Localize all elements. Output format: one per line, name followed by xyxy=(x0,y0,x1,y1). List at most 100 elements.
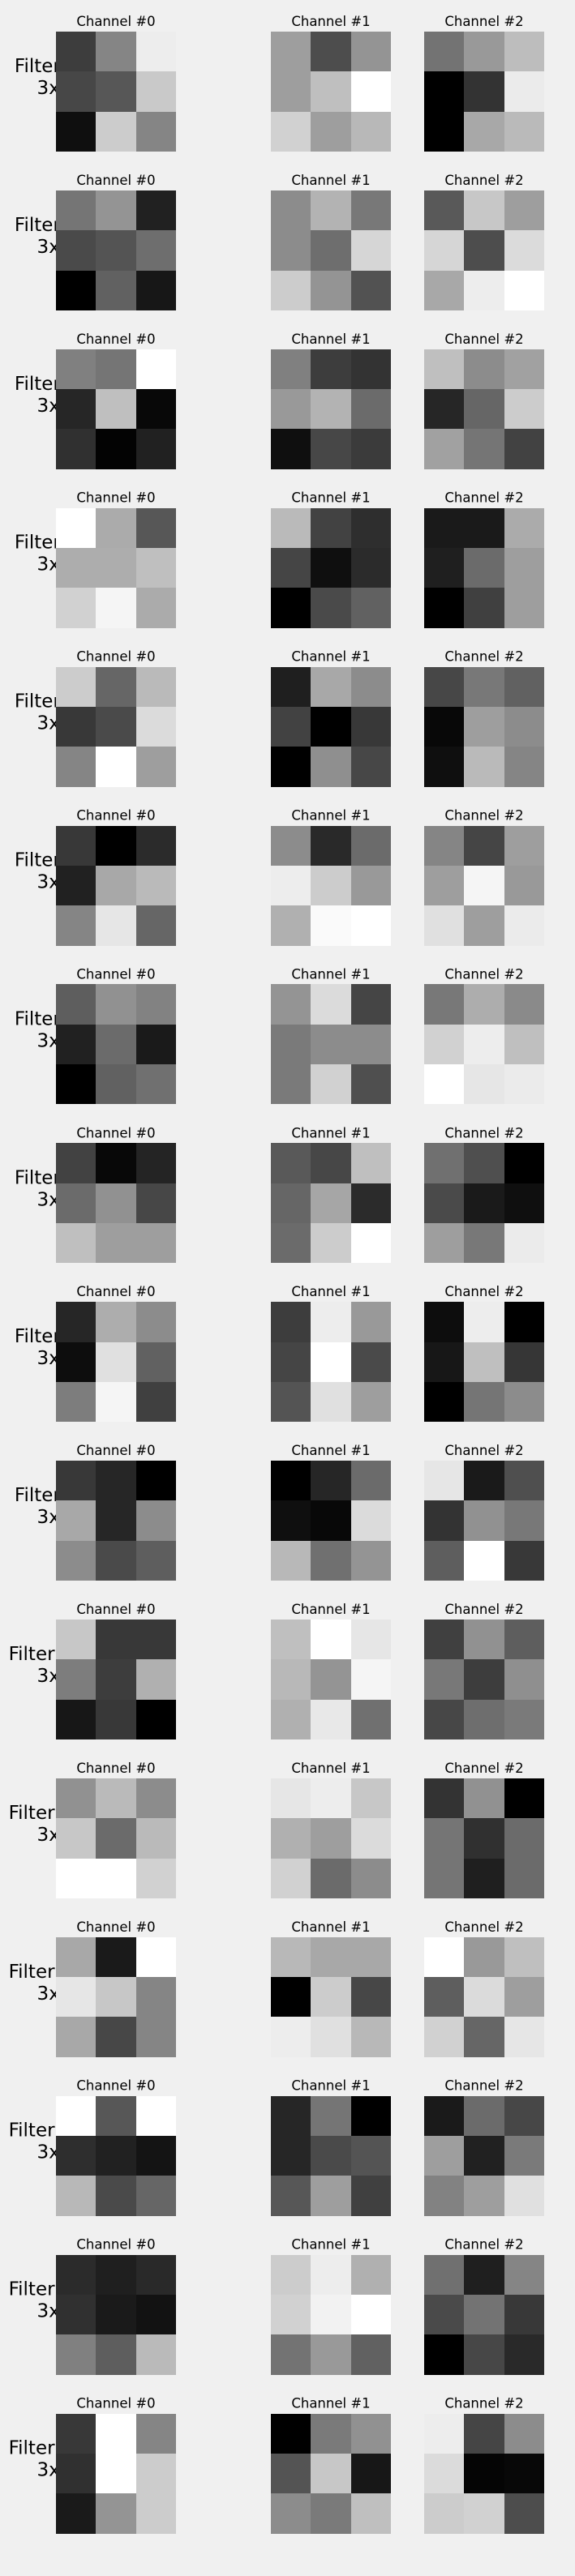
heatmap-cell xyxy=(504,826,544,866)
heatmap-cell xyxy=(271,2454,311,2493)
heatmap-cell xyxy=(56,2176,96,2216)
heatmap-cell xyxy=(504,1500,544,1541)
heatmap-cell xyxy=(504,984,544,1025)
heatmap-cell xyxy=(136,984,176,1025)
heatmap-cell xyxy=(424,1500,464,1541)
heatmap-cell xyxy=(464,1659,504,1700)
heatmap-cell xyxy=(311,1659,351,1700)
heatmap-cell xyxy=(464,1342,504,1382)
channel-panel: Channel #1 xyxy=(271,2396,391,2534)
heatmap-cell xyxy=(136,1382,176,1422)
heatmap-cell xyxy=(311,2334,351,2375)
heatmap-cell xyxy=(424,866,464,905)
heatmap-cell xyxy=(424,2414,464,2454)
heatmap-cell xyxy=(311,1620,351,1659)
heatmap-cell xyxy=(351,349,391,389)
heatmap-cell xyxy=(271,2334,311,2375)
heatmap-cell xyxy=(271,1700,311,1739)
channel-panel: Channel #1 xyxy=(271,14,391,152)
heatmap-cell xyxy=(311,429,351,469)
heatmap-cell xyxy=(271,1143,311,1183)
heatmap-cell xyxy=(351,2295,391,2334)
heatmap-cell xyxy=(424,1302,464,1342)
heatmap-cell xyxy=(351,2255,391,2295)
channel-panel: Channel #1 xyxy=(271,332,391,469)
heatmap-cell xyxy=(424,826,464,866)
channel-title: Channel #2 xyxy=(444,2078,523,2094)
heatmap-cell xyxy=(271,1183,311,1223)
channel-title: Channel #2 xyxy=(444,490,523,506)
heatmap-cell xyxy=(271,866,311,905)
heatmap-cell xyxy=(504,2176,544,2216)
heatmap-cell xyxy=(271,1223,311,1263)
heatmap-cell xyxy=(504,2255,544,2295)
channel-title: Channel #2 xyxy=(444,1284,523,1299)
heatmap-cell xyxy=(424,2295,464,2334)
heatmap-cell xyxy=(311,667,351,707)
heatmap-cell xyxy=(464,271,504,310)
heatmap-cell xyxy=(96,2255,136,2295)
heatmap-cell xyxy=(56,32,96,71)
heatmap-cell xyxy=(136,1025,176,1064)
heatmap-cell xyxy=(56,866,96,905)
heatmap-cell xyxy=(136,667,176,707)
heatmap-cell xyxy=(96,1620,136,1659)
channel-panel: Channel #2 xyxy=(424,490,544,628)
heatmap-cell xyxy=(351,1778,391,1818)
heatmap-cell xyxy=(56,1818,96,1859)
heatmap-cell xyxy=(351,548,391,588)
heatmap-cell xyxy=(56,271,96,310)
channel-panel: Channel #0 xyxy=(56,808,176,946)
heatmap-cell xyxy=(504,389,544,429)
heatmap-cell xyxy=(464,32,504,71)
heatmap-cell xyxy=(464,1700,504,1739)
heatmap-cell xyxy=(56,707,96,747)
heatmap-cell xyxy=(351,588,391,628)
heatmap-cell xyxy=(136,1859,176,1898)
heatmap-cell xyxy=(424,1541,464,1581)
heatmap-cell xyxy=(136,32,176,71)
channel-title: Channel #2 xyxy=(444,1125,523,1140)
heatmap-cell xyxy=(271,707,311,747)
heatmap-cell xyxy=(136,707,176,747)
heatmap-cell xyxy=(311,1541,351,1581)
heatmap-cell xyxy=(136,2493,176,2534)
channel-panel: Channel #2 xyxy=(424,2396,544,2534)
heatmap-cell xyxy=(271,1500,311,1541)
heatmap-cell xyxy=(96,1700,136,1739)
heatmap-cell xyxy=(271,667,311,707)
heatmap-cell xyxy=(351,2096,391,2136)
channel-title: Channel #2 xyxy=(444,14,523,29)
channel-panel: Channel #0 xyxy=(56,1761,176,1898)
channel-panel: Channel #1 xyxy=(271,1919,391,2057)
heatmap-cell xyxy=(96,1461,136,1500)
channel-title: Channel #1 xyxy=(291,1602,370,1617)
channel-panel: Channel #2 xyxy=(424,1919,544,2057)
heatmap-cell xyxy=(464,2414,504,2454)
heatmap-cell xyxy=(56,349,96,389)
heatmap-cell xyxy=(464,548,504,588)
heatmap-cell xyxy=(311,349,351,389)
channel-title: Channel #1 xyxy=(291,1284,370,1299)
heatmap-cell xyxy=(311,2176,351,2216)
heatmap-cell xyxy=(271,271,311,310)
channel-title: Channel #1 xyxy=(291,1761,370,1776)
heatmap-cell xyxy=(504,1382,544,1422)
channel-title: Channel #1 xyxy=(291,1125,370,1140)
heatmap-cell xyxy=(96,707,136,747)
heatmap-cell xyxy=(464,2334,504,2375)
heatmap-cell xyxy=(464,826,504,866)
heatmap-cell xyxy=(311,588,351,628)
heatmap-cell xyxy=(56,71,96,112)
heatmap-cell xyxy=(96,2017,136,2057)
heatmap-cell xyxy=(504,2493,544,2534)
channel-title: Channel #2 xyxy=(444,1761,523,1776)
heatmap-cell xyxy=(56,1937,96,1977)
heatmap-cell xyxy=(424,1859,464,1898)
heatmap-cell xyxy=(504,1183,544,1223)
